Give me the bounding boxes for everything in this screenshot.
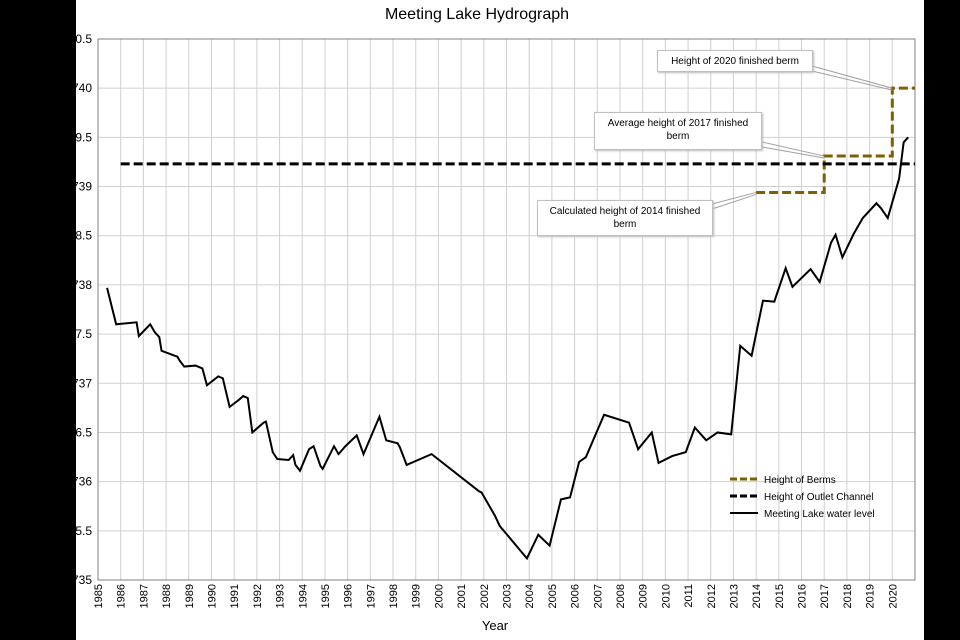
plot-border: [97, 38, 916, 581]
x-tick-label: 2003: [502, 584, 514, 608]
y-tick-label: 739.5: [62, 130, 92, 144]
y-tick-label: 735: [72, 573, 92, 587]
x-tick-label: 2018: [842, 584, 854, 608]
x-tick-label: 1993: [275, 584, 287, 608]
x-tick-label: 2002: [479, 584, 491, 608]
annotation: Average height of 2017 finished berm: [594, 112, 762, 150]
x-tick-label: 1995: [320, 584, 332, 608]
x-tick-label: 2006: [570, 584, 582, 608]
y-tick-label: 736: [72, 475, 92, 489]
y-tick-label: 737.5: [62, 327, 92, 341]
x-tick-label: 2012: [706, 584, 718, 608]
y-tick-label: 736.5: [62, 425, 92, 439]
y-tick-label: 737: [72, 376, 92, 390]
x-tick-label: 1991: [229, 584, 241, 608]
x-tick-label: 1994: [297, 584, 309, 608]
x-tick-label: 1997: [365, 584, 377, 608]
x-tick-label: 2017: [819, 584, 831, 608]
leader-line: [811, 65, 893, 89]
x-tick-label: 2007: [592, 584, 604, 608]
x-tick-label: 1992: [252, 584, 264, 608]
data-line: [106, 136, 909, 561]
y-axis-label: Lake Level (m): [40, 270, 54, 349]
x-tick-label: 1985: [93, 584, 105, 608]
leader-line: [711, 191, 757, 205]
y-tick-label: 738.5: [62, 229, 92, 243]
annotation: Height of 2020 finished berm: [657, 50, 813, 72]
leader-line: [811, 70, 893, 91]
x-tick-label: 2015: [774, 584, 786, 608]
x-tick-label: 2020: [887, 584, 899, 608]
y-tick-label: 738: [72, 278, 92, 292]
x-tick-label: 2010: [660, 584, 672, 608]
x-tick-label: 2014: [751, 584, 763, 608]
x-tick-label: 1988: [161, 584, 173, 608]
x-tick-label: 1999: [411, 584, 423, 608]
x-tick-label: 2001: [456, 584, 468, 608]
x-tick-label: 1986: [116, 584, 128, 608]
y-tick-label: 739: [72, 180, 92, 194]
x-tick-label: 1989: [184, 584, 196, 608]
panel: [76, 0, 924, 640]
x-tick-label: 2019: [865, 584, 877, 608]
legend-label: Meeting Lake water level: [764, 509, 875, 520]
annotation: Calculated height of 2014 finished berm: [537, 200, 713, 236]
y-tick-label: 740.5: [62, 32, 92, 46]
x-tick-label: 2011: [683, 584, 695, 608]
legend-label: Height of Berms: [764, 475, 836, 486]
data-line: [756, 86, 915, 194]
chart-title: Meeting Lake Hydrograph: [385, 6, 569, 23]
leader-line: [711, 193, 757, 210]
x-tick-label: 2008: [615, 584, 627, 608]
x-tick-label: 1987: [138, 584, 150, 608]
y-tick-label: 740: [72, 81, 92, 95]
x-tick-label: 2009: [638, 584, 650, 608]
x-tick-label: 2000: [433, 584, 445, 608]
x-tick-label: 2005: [547, 584, 559, 608]
x-tick-label: 1998: [388, 584, 400, 608]
x-tick-label: 2016: [797, 584, 809, 608]
x-tick-label: 1996: [343, 584, 355, 608]
x-axis-label: Year: [482, 618, 509, 633]
y-tick-label: 735.5: [62, 524, 92, 538]
x-tick-label: 1990: [206, 584, 218, 608]
x-tick-label: 2004: [524, 584, 536, 608]
leader-line: [761, 141, 825, 157]
leader-line: [761, 146, 825, 159]
x-tick-label: 2013: [728, 584, 740, 608]
legend-label: Height of Outlet Channel: [764, 492, 874, 503]
